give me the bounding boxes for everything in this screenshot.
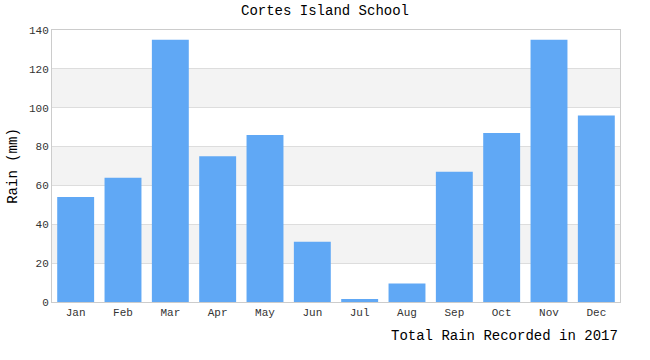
svg-text:Sep: Sep [444,307,464,319]
svg-text:Total Rain Recorded in 2017: Total Rain Recorded in 2017 [391,328,618,344]
svg-text:Dec: Dec [586,307,606,319]
svg-text:120: 120 [29,64,49,76]
svg-text:Apr: Apr [208,307,228,319]
svg-text:20: 20 [36,258,49,270]
svg-text:80: 80 [36,141,49,153]
svg-text:May: May [255,307,275,319]
svg-text:0: 0 [42,297,49,309]
svg-text:Cortes Island School: Cortes Island School [241,3,409,19]
svg-text:Mar: Mar [160,307,180,319]
svg-text:Rain (mm): Rain (mm) [5,128,21,204]
svg-text:Oct: Oct [492,307,512,319]
svg-text:Jun: Jun [302,307,322,319]
svg-text:Aug: Aug [397,307,417,319]
svg-text:60: 60 [36,180,49,192]
svg-text:Nov: Nov [539,307,559,319]
svg-text:Jul: Jul [350,307,370,319]
svg-text:40: 40 [36,219,49,231]
svg-text:100: 100 [29,103,49,115]
svg-text:Feb: Feb [113,307,133,319]
svg-text:Jan: Jan [66,307,86,319]
svg-text:140: 140 [29,25,49,37]
